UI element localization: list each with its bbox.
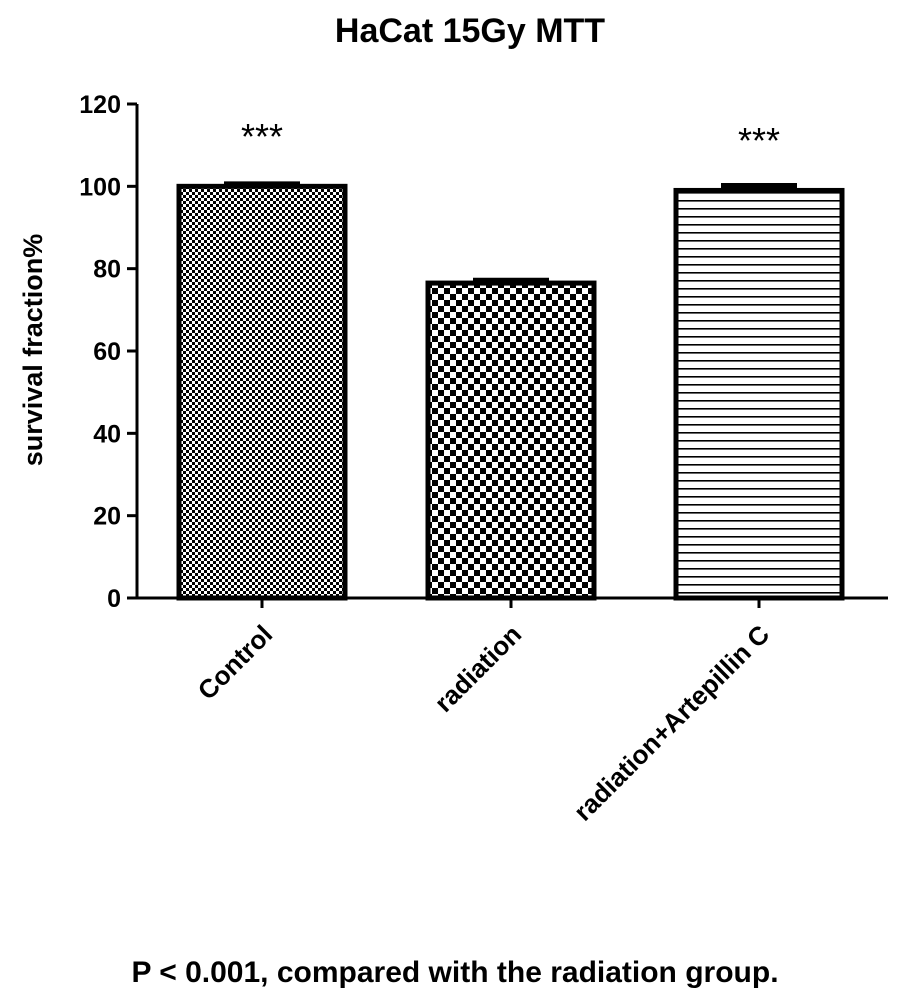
y-tick-label: 0: [107, 585, 121, 613]
bar-radiation-artepillin-c: [673, 187, 845, 601]
x-axis-labels: Control radiation radiation+Artepillin C: [192, 619, 776, 827]
y-tick-label: 60: [93, 338, 121, 366]
significance-label: ***: [738, 120, 780, 161]
y-tick-label: 80: [93, 256, 121, 284]
y-tick-label: 40: [93, 420, 121, 448]
chart-title: HaCat 15Gy MTT: [335, 12, 605, 50]
y-axis-label: survival fraction%: [18, 234, 48, 467]
bars-group: *** ***: [176, 116, 845, 601]
x-category-label: Control: [192, 619, 279, 706]
footnote: P < 0.001, compared with the radiation g…: [131, 956, 778, 989]
y-tick-label: 100: [79, 173, 121, 201]
significance-label: ***: [241, 116, 283, 157]
bar-radiation: [425, 280, 597, 601]
y-tick-label: 120: [79, 91, 121, 119]
x-category-label: radiation+Artepillin C: [568, 619, 776, 827]
y-tick-label: 20: [93, 503, 121, 531]
x-category-label: radiation: [428, 619, 527, 718]
bar-control: [176, 183, 348, 601]
